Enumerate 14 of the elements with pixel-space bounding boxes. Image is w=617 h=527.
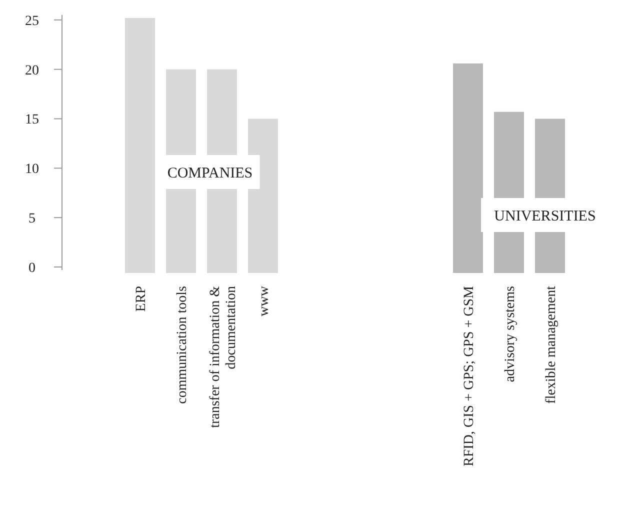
x-tick-label: RFID, GIS + GPS; GPS + GSM bbox=[462, 285, 477, 466]
y-tick-label: 15 bbox=[25, 112, 39, 128]
x-tick-label: flexible management bbox=[544, 286, 559, 404]
x-tick-label: advisory systems bbox=[502, 286, 518, 382]
annotation: UNIVERSITIES bbox=[494, 208, 596, 224]
y-tick-label: 5 bbox=[28, 211, 36, 226]
y-tick-label: 0 bbox=[28, 260, 36, 276]
x-tick-label: ERP bbox=[134, 286, 149, 312]
y-tick-label: 10 bbox=[25, 162, 39, 178]
y-tick-label: 25 bbox=[25, 14, 39, 29]
y-tick-label: 20 bbox=[25, 63, 39, 78]
x-tick-label: communication tools bbox=[174, 286, 190, 404]
annotation: COMPANIES bbox=[167, 165, 253, 182]
x-tick-label: www bbox=[256, 285, 272, 316]
